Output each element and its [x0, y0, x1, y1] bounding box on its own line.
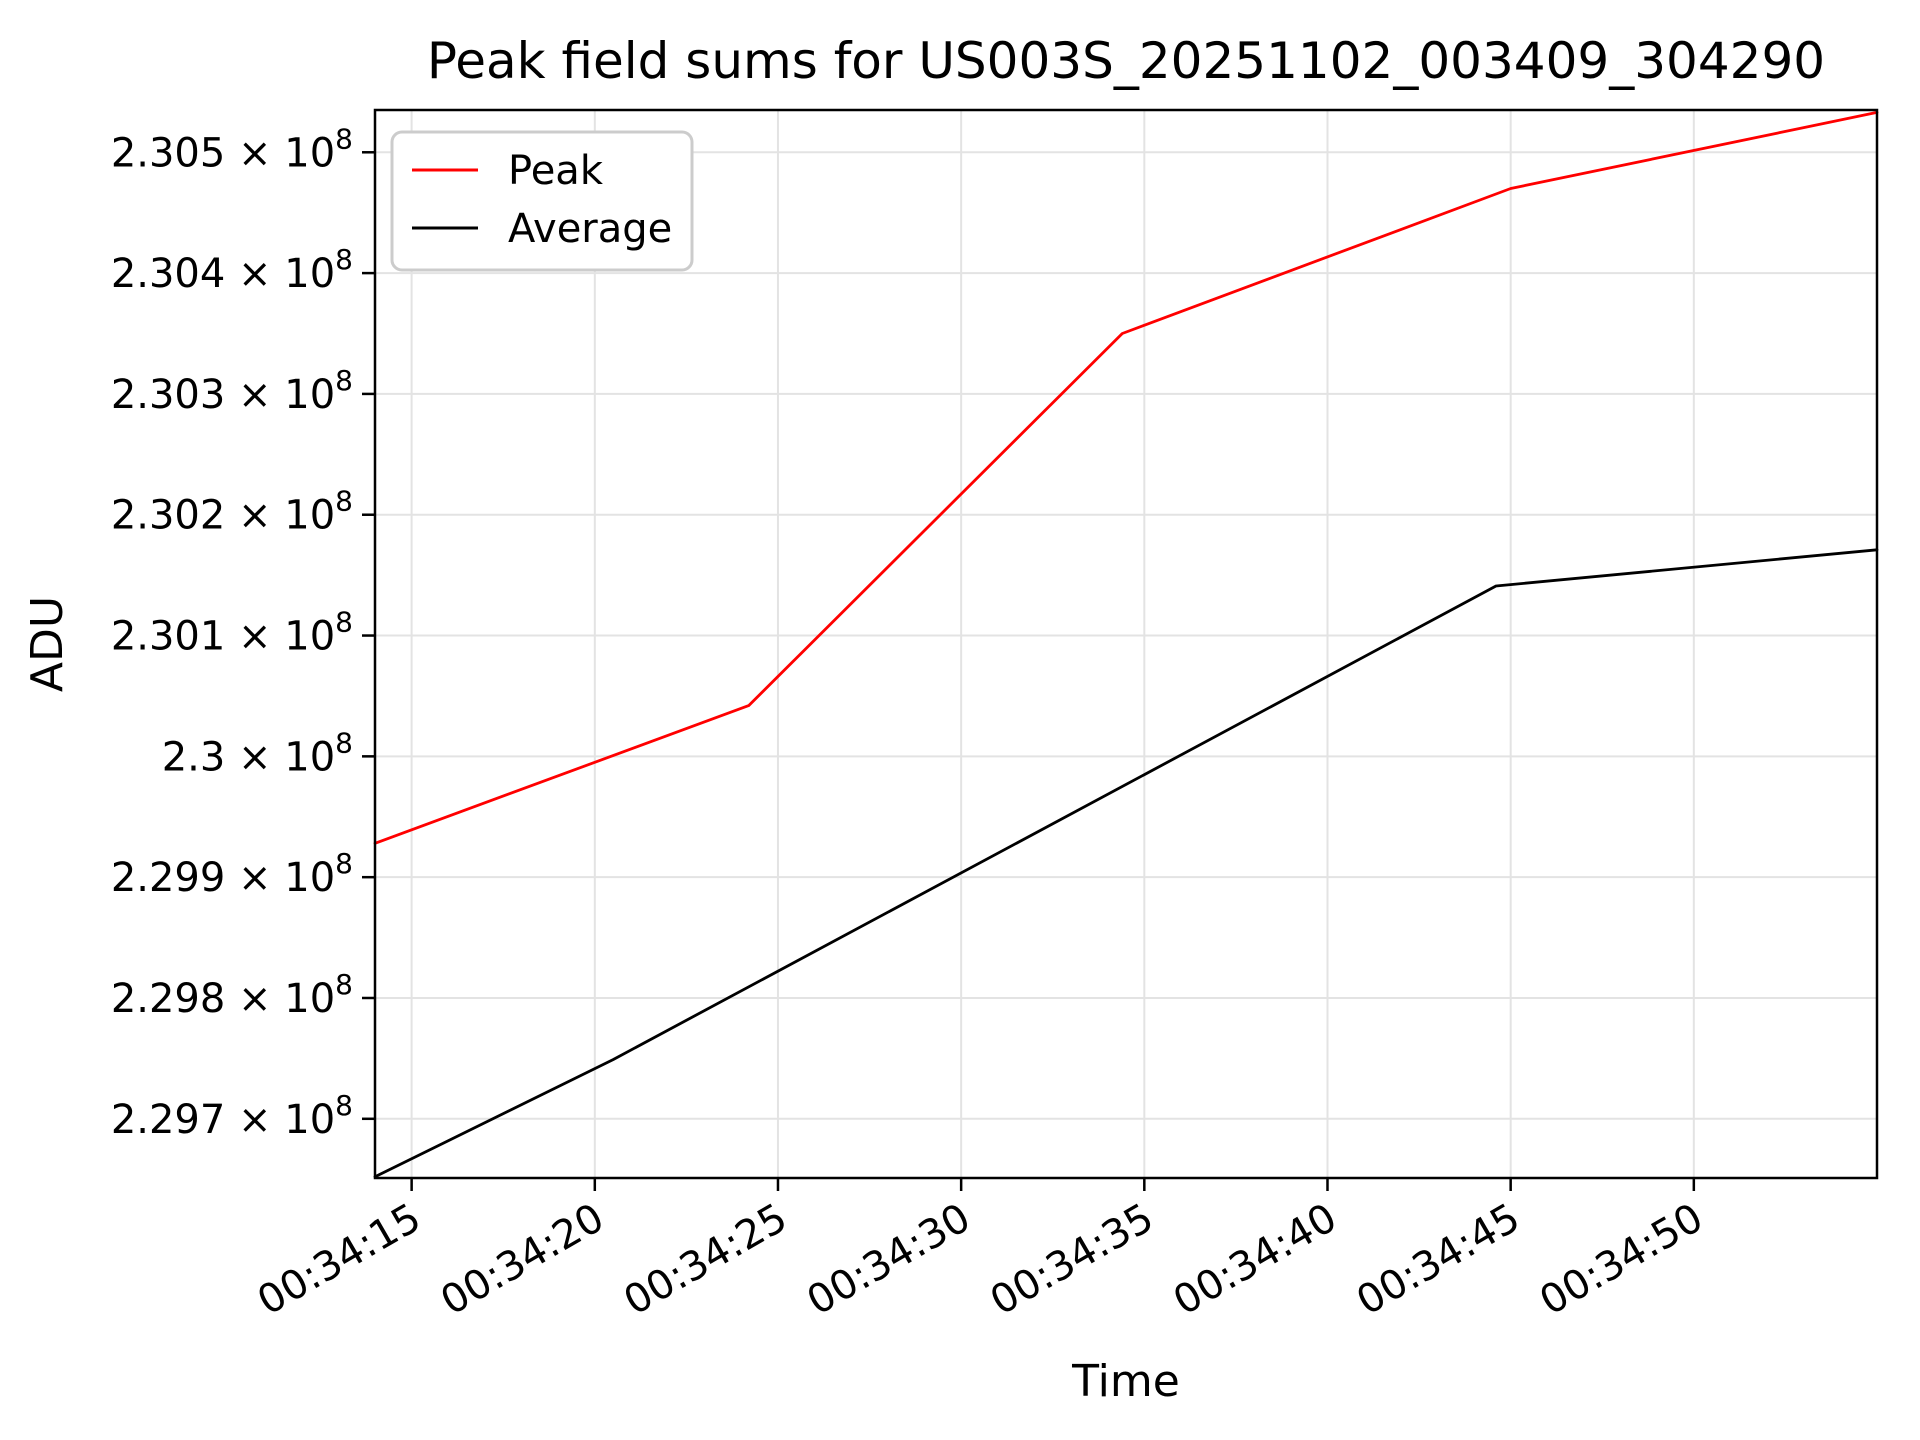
x-tick-label: 00:34:40 [1166, 1195, 1345, 1325]
y-tick-label: 2.303 × 108 [111, 364, 353, 418]
y-tick-label: 2.297 × 108 [111, 1089, 353, 1143]
axes-layer [362, 108, 1879, 1191]
grid-layer [375, 110, 1877, 1178]
y-tick-label: 2.299 × 108 [111, 847, 353, 901]
y-tick-label: 2.298 × 108 [111, 968, 353, 1022]
y-tick-label: 2.301 × 108 [111, 606, 353, 660]
series-layer [373, 111, 1879, 1179]
x-tick-label: 00:34:50 [1532, 1195, 1711, 1325]
y-tick-label: 2.3 × 108 [162, 726, 353, 780]
x-tick-label: 00:34:30 [800, 1195, 979, 1325]
average-line [373, 548, 1879, 1179]
legend-label-average: Average [508, 206, 672, 252]
x-tick-label: 00:34:45 [1349, 1195, 1528, 1325]
y-tick-label: 2.305 × 108 [111, 122, 353, 176]
x-axis-label: Time [1071, 1356, 1180, 1407]
legend-label-peak: Peak [508, 148, 604, 194]
x-tick-label: 00:34:25 [616, 1195, 795, 1325]
x-tick-label: 00:34:20 [433, 1195, 612, 1325]
y-tick-label: 2.302 × 108 [111, 485, 353, 539]
y-axis-label: ADU [22, 596, 73, 692]
plot-border [373, 108, 1879, 1180]
tick-label-layer: 00:34:15 00:34:20 00:34:25 00:34:30 00:34:35… [111, 122, 1711, 1324]
chart-title: Peak field sums for US003S_20251102_0034… [427, 32, 1825, 90]
legend-box [390, 130, 694, 272]
legend: Peak Average [390, 130, 694, 272]
x-tick-label: 00:34:15 [250, 1195, 429, 1325]
peak-line [373, 111, 1879, 845]
y-tick-label: 2.304 × 108 [111, 243, 353, 297]
x-tick-label: 00:34:35 [983, 1195, 1162, 1325]
